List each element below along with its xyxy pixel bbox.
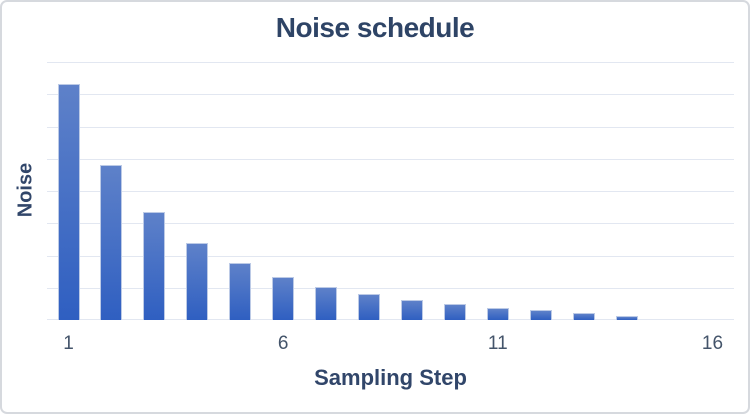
bar-step-2 xyxy=(100,165,123,320)
bar-step-8 xyxy=(358,294,380,320)
bar-step-1 xyxy=(57,84,80,320)
gridline xyxy=(47,62,734,63)
x-tick-label: 1 xyxy=(63,333,74,354)
bar-step-9 xyxy=(401,300,423,320)
gridline xyxy=(47,94,734,95)
bar-step-6 xyxy=(272,277,295,320)
gridline xyxy=(47,127,734,128)
gridline xyxy=(47,256,734,257)
gridline xyxy=(47,288,734,289)
chart-title: Noise schedule xyxy=(275,12,475,43)
gridline xyxy=(47,159,734,160)
x-axis-ticks: 1 6 11 16 xyxy=(2,331,748,357)
gridline xyxy=(47,319,734,320)
bar-step-14 xyxy=(615,316,638,320)
bar-step-11 xyxy=(486,308,509,320)
bar-step-3 xyxy=(143,212,166,320)
bar-step-5 xyxy=(229,263,252,320)
bar-step-12 xyxy=(529,310,552,320)
y-axis-title-text: Noise xyxy=(14,162,37,218)
x-tick-label: 16 xyxy=(701,333,724,354)
bar-step-7 xyxy=(315,287,338,320)
x-axis-title: Sampling Step xyxy=(314,365,467,390)
x-tick-label: 11 xyxy=(487,333,508,354)
gridline xyxy=(47,223,734,224)
x-tick-label: 6 xyxy=(277,333,289,354)
bar-step-10 xyxy=(443,304,466,320)
plot-area xyxy=(47,62,734,320)
gridline xyxy=(47,191,734,192)
bar-step-4 xyxy=(186,243,209,320)
bar-step-13 xyxy=(572,313,595,320)
